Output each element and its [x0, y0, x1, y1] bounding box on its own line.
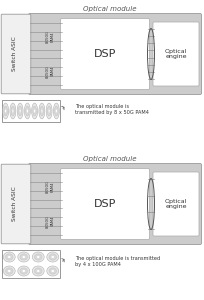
Ellipse shape [40, 106, 44, 116]
Ellipse shape [37, 270, 40, 272]
Ellipse shape [6, 268, 13, 274]
Ellipse shape [20, 268, 28, 274]
Ellipse shape [10, 103, 16, 119]
Ellipse shape [32, 103, 38, 119]
Ellipse shape [24, 103, 30, 119]
FancyBboxPatch shape [29, 14, 202, 94]
Text: DSP: DSP [94, 199, 116, 209]
FancyBboxPatch shape [61, 19, 150, 89]
Ellipse shape [8, 270, 11, 272]
Ellipse shape [34, 268, 42, 274]
Ellipse shape [33, 106, 37, 116]
Ellipse shape [12, 109, 14, 113]
Ellipse shape [17, 103, 23, 119]
Text: The optical module is
transmitted by 8 x 50G PAM4: The optical module is transmitted by 8 x… [75, 104, 149, 115]
Ellipse shape [26, 106, 29, 116]
Ellipse shape [54, 106, 58, 116]
Ellipse shape [32, 266, 44, 276]
Ellipse shape [8, 256, 11, 258]
Ellipse shape [55, 109, 57, 113]
Text: Optical module: Optical module [83, 6, 137, 12]
Ellipse shape [49, 254, 57, 260]
Ellipse shape [18, 266, 30, 276]
Text: Switch ASIC: Switch ASIC [11, 187, 17, 221]
Ellipse shape [19, 109, 21, 113]
Ellipse shape [47, 252, 59, 262]
Ellipse shape [3, 266, 15, 276]
Ellipse shape [46, 103, 52, 119]
Ellipse shape [53, 103, 59, 119]
FancyBboxPatch shape [1, 14, 31, 94]
Ellipse shape [47, 106, 51, 116]
Bar [2, 100, 60, 122]
Ellipse shape [6, 254, 13, 260]
Ellipse shape [32, 252, 44, 262]
Text: 8X50G
PAM4: 8X50G PAM4 [46, 180, 54, 194]
Text: 8X50G
PAM4: 8X50G PAM4 [46, 64, 54, 78]
Ellipse shape [37, 256, 40, 258]
Ellipse shape [22, 256, 25, 258]
FancyBboxPatch shape [1, 164, 31, 244]
Ellipse shape [51, 270, 54, 272]
Ellipse shape [11, 106, 15, 116]
Ellipse shape [49, 268, 57, 274]
Ellipse shape [3, 252, 15, 262]
Ellipse shape [18, 252, 30, 262]
Text: Optical
engine: Optical engine [165, 199, 187, 209]
Ellipse shape [48, 109, 50, 113]
Ellipse shape [41, 109, 43, 113]
Text: 8X50G
PAM4: 8X50G PAM4 [46, 214, 54, 228]
Ellipse shape [47, 266, 59, 276]
FancyBboxPatch shape [29, 164, 202, 244]
Ellipse shape [27, 109, 28, 113]
Ellipse shape [34, 254, 42, 260]
Ellipse shape [51, 256, 54, 258]
Text: Optical
engine: Optical engine [165, 49, 187, 59]
Ellipse shape [22, 270, 25, 272]
Text: Optical module: Optical module [83, 156, 137, 162]
Text: 8X50G
PAM4: 8X50G PAM4 [46, 30, 54, 44]
Ellipse shape [39, 103, 45, 119]
Text: DSP: DSP [94, 49, 116, 59]
Ellipse shape [3, 103, 9, 119]
FancyBboxPatch shape [153, 172, 199, 236]
Ellipse shape [18, 106, 22, 116]
FancyBboxPatch shape [153, 22, 199, 86]
Text: Switch ASIC: Switch ASIC [11, 37, 17, 71]
FancyBboxPatch shape [61, 169, 150, 239]
Bar [2, 250, 60, 278]
Ellipse shape [4, 106, 8, 116]
Ellipse shape [20, 254, 28, 260]
Text: The optical module is transmitted
by 4 x 100G PAM4: The optical module is transmitted by 4 x… [75, 256, 160, 267]
Ellipse shape [5, 109, 6, 113]
Ellipse shape [34, 109, 35, 113]
